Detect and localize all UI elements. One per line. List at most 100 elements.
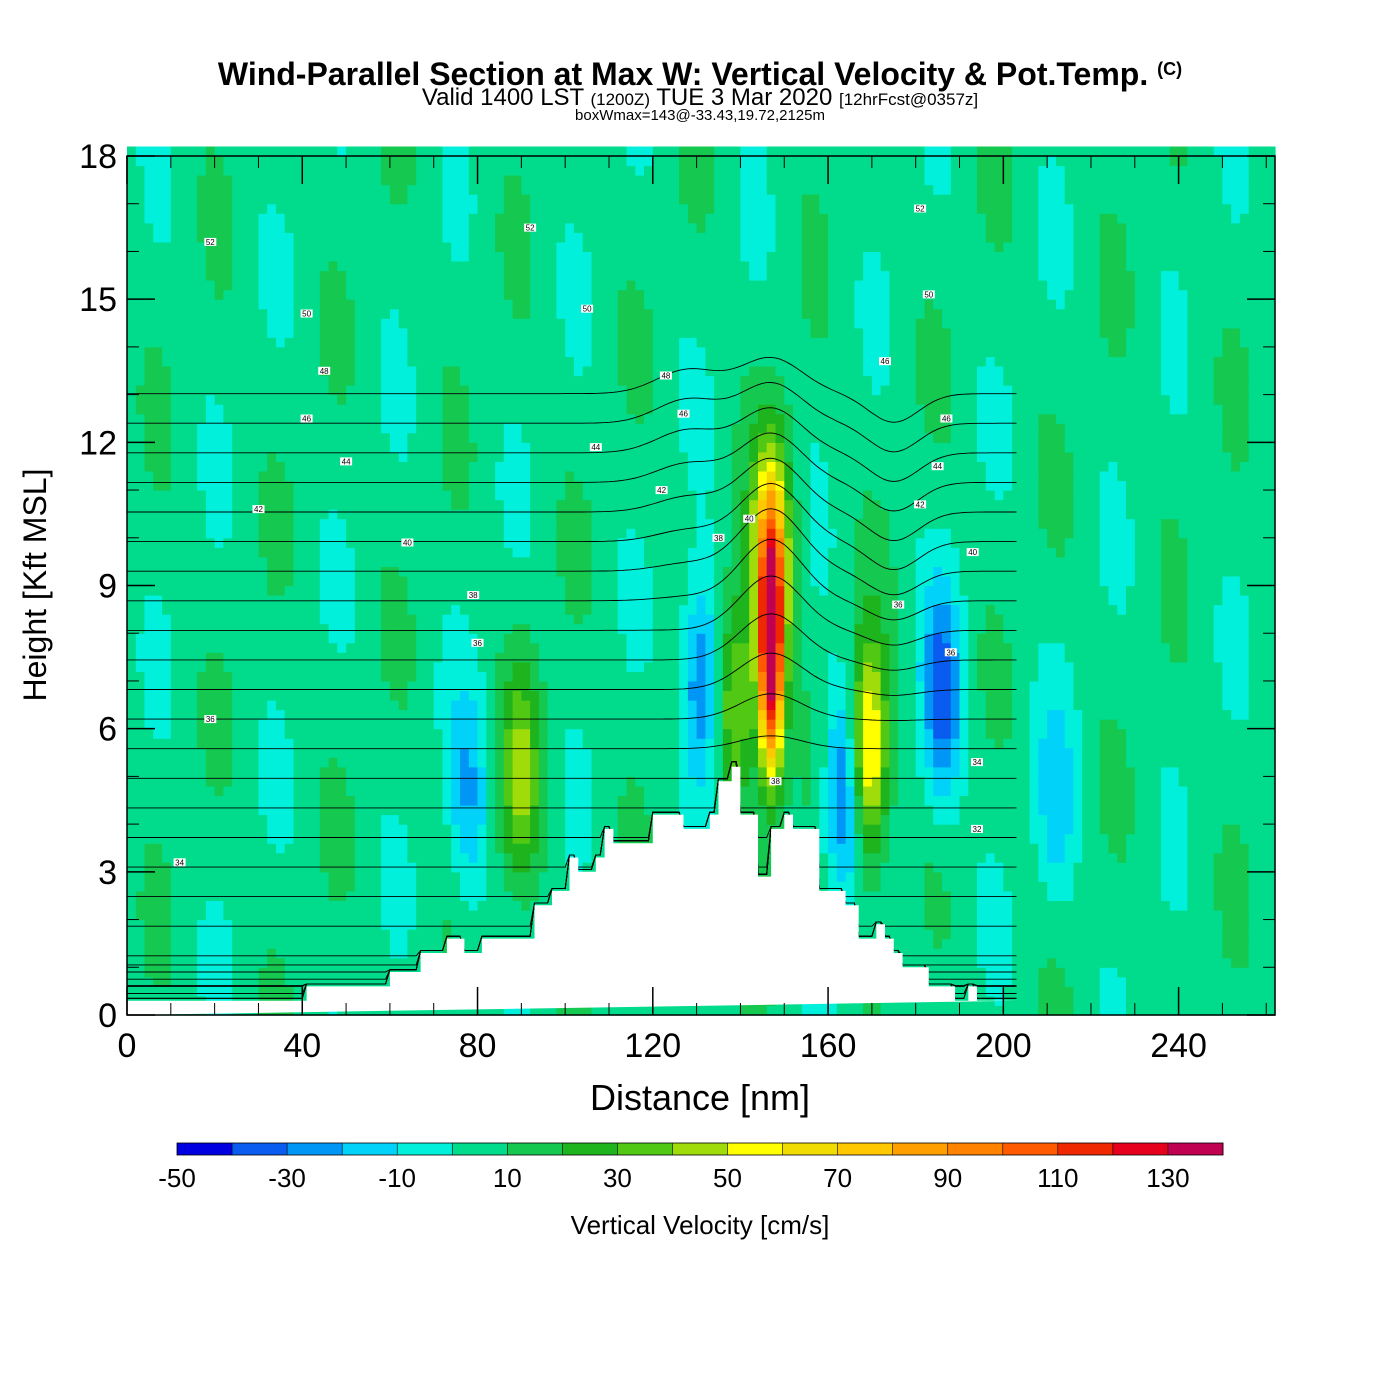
velocity-cell	[389, 661, 400, 672]
velocity-cell	[451, 805, 461, 816]
velocity-cell	[425, 805, 435, 816]
velocity-cell	[319, 671, 330, 682]
velocity-cell	[442, 280, 452, 291]
velocity-cell	[512, 480, 522, 491]
velocity-cell	[538, 299, 549, 310]
velocity-cell	[276, 919, 286, 930]
velocity-cell	[302, 652, 312, 663]
velocity-cell	[188, 194, 198, 205]
velocity-cell	[240, 194, 251, 205]
velocity-cell	[389, 480, 400, 491]
velocity-cell	[495, 824, 505, 835]
velocity-cell	[267, 451, 277, 462]
velocity-cell	[179, 929, 189, 940]
velocity-cell	[267, 576, 277, 587]
velocity-cell	[372, 680, 382, 691]
velocity-cell	[302, 728, 312, 739]
velocity-cell	[451, 442, 461, 453]
velocity-cell	[319, 747, 330, 758]
velocity-cell	[135, 404, 146, 415]
velocity-cell	[477, 805, 487, 816]
velocity-cell	[144, 356, 154, 367]
velocity-cell	[311, 614, 321, 625]
velocity-cell	[354, 537, 365, 548]
velocity-cell	[556, 623, 566, 634]
velocity-cell	[346, 652, 356, 663]
velocity-cell	[495, 614, 505, 625]
velocity-cell	[398, 957, 409, 968]
velocity-cell	[582, 785, 593, 796]
velocity-cell	[565, 222, 575, 233]
velocity-cell	[495, 852, 505, 863]
velocity-cell	[179, 938, 189, 949]
velocity-cell	[556, 757, 566, 768]
velocity-cell	[495, 623, 505, 634]
velocity-cell	[425, 337, 435, 348]
velocity-cell	[127, 690, 137, 701]
velocity-cell	[197, 175, 207, 186]
velocity-cell	[460, 738, 470, 749]
velocity-cell	[547, 327, 557, 338]
velocity-cell	[223, 890, 233, 901]
velocity-cell	[425, 165, 435, 176]
velocity-cell	[565, 661, 575, 672]
velocity-cell	[144, 366, 154, 377]
velocity-cell	[521, 871, 531, 882]
velocity-cell	[223, 948, 233, 959]
velocity-cell	[486, 537, 496, 548]
velocity-cell	[179, 595, 189, 606]
velocity-cell	[407, 385, 417, 396]
velocity-cell	[214, 251, 224, 262]
velocity-cell	[389, 251, 400, 262]
velocity-cell	[127, 337, 137, 348]
velocity-cell	[354, 595, 365, 606]
velocity-cell	[460, 442, 470, 453]
velocity-cell	[565, 805, 575, 816]
velocity-cell	[346, 595, 356, 606]
velocity-cell	[381, 795, 391, 806]
velocity-cell	[477, 785, 487, 796]
velocity-cell	[240, 175, 251, 186]
velocity-cell	[503, 518, 514, 529]
velocity-cell	[407, 795, 417, 806]
velocity-cell	[486, 1005, 496, 1016]
velocity-cell	[153, 700, 163, 711]
velocity-cell	[267, 471, 277, 482]
velocity-cell	[442, 327, 452, 338]
velocity-cell	[512, 509, 522, 520]
velocity-cell	[538, 890, 549, 901]
velocity-cell	[503, 661, 514, 672]
velocity-cell	[311, 642, 321, 653]
velocity-cell	[258, 318, 268, 329]
velocity-cell	[170, 747, 181, 758]
velocity-cell	[407, 680, 417, 691]
velocity-cell	[153, 451, 163, 462]
velocity-cell	[495, 785, 505, 796]
velocity-cell	[363, 356, 373, 367]
velocity-cell	[573, 661, 584, 672]
velocity-cell	[144, 595, 154, 606]
velocity-cell	[311, 957, 321, 968]
velocity-cell	[311, 805, 321, 816]
velocity-cell	[162, 614, 172, 625]
velocity-cell	[337, 451, 347, 462]
vertical-velocity-field	[127, 146, 1276, 1016]
velocity-cell	[398, 738, 409, 749]
velocity-cell	[249, 461, 260, 472]
velocity-cell	[582, 241, 593, 252]
velocity-cell	[512, 356, 522, 367]
velocity-cell	[354, 385, 365, 396]
velocity-cell	[179, 976, 189, 987]
velocity-cell	[442, 595, 452, 606]
velocity-cell	[127, 299, 137, 310]
velocity-cell	[354, 346, 365, 357]
velocity-cell	[460, 308, 470, 319]
velocity-cell	[416, 938, 426, 949]
velocity-cell	[276, 576, 286, 587]
velocity-cell	[354, 528, 365, 539]
velocity-cell	[170, 556, 181, 567]
velocity-cell	[276, 394, 286, 405]
velocity-cell	[346, 900, 356, 911]
velocity-cell	[127, 327, 137, 338]
velocity-cell	[284, 852, 295, 863]
